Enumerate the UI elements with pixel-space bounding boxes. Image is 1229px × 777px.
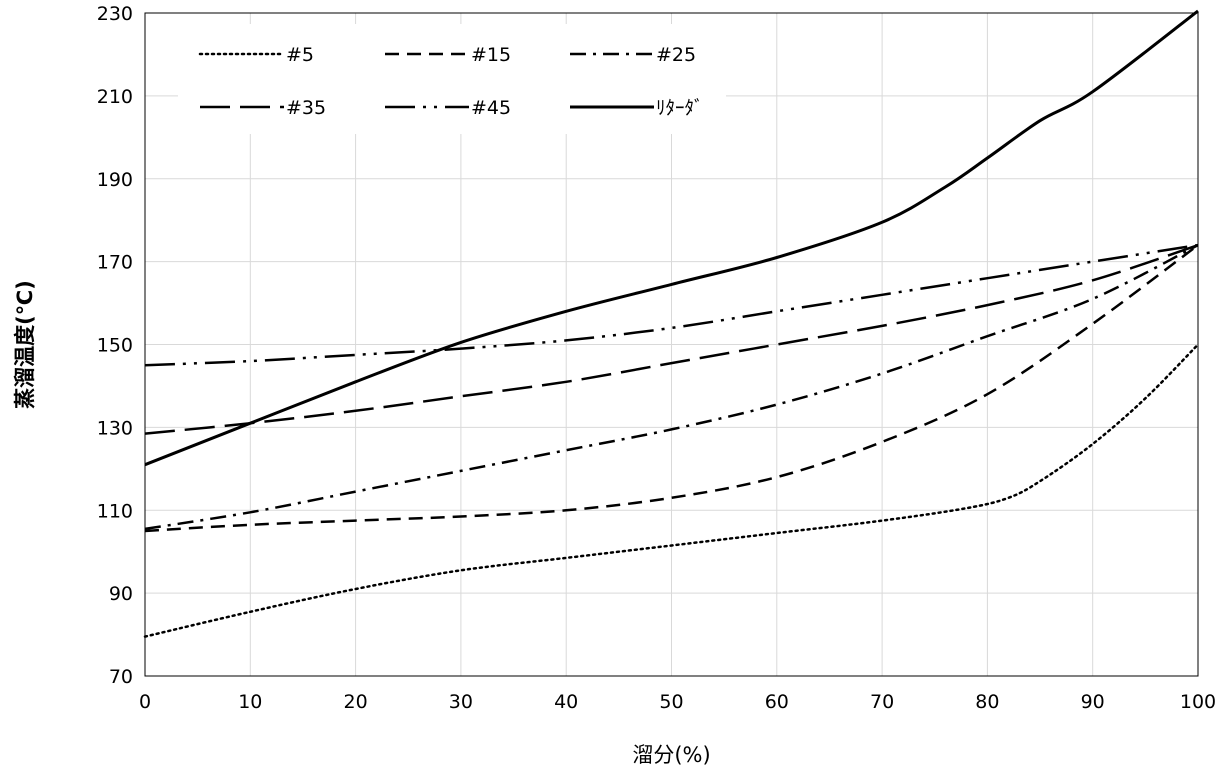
x-tick-label: 100 xyxy=(1180,691,1216,713)
series-layer xyxy=(143,9,1200,638)
x-tick-label: 10 xyxy=(238,691,262,713)
y-tick-label: 190 xyxy=(97,169,133,191)
x-tick-label: 0 xyxy=(139,691,151,713)
y-tick-label: 70 xyxy=(109,666,133,688)
legend-label-5: ﾘﾀｰﾀﾞ xyxy=(656,97,704,119)
x-tick-label: 40 xyxy=(554,691,578,713)
series-line-4 xyxy=(144,243,1199,367)
legend: #5 #15 #25 #35 #45 ﾘﾀｰﾀﾞ xyxy=(178,24,726,134)
legend-label-0: #5 xyxy=(286,44,314,66)
y-tick-label: 230 xyxy=(97,3,133,25)
x-tick-label: 20 xyxy=(344,691,368,713)
y-tick-label: 150 xyxy=(97,335,133,357)
x-tick-label: 80 xyxy=(975,691,999,713)
legend-label-2: #25 xyxy=(656,44,696,66)
tick-labels: 0 10 20 30 40 50 60 70 80 90 100 70 90 110 130 150 170 19… xyxy=(97,3,1216,713)
y-tick-label: 130 xyxy=(97,417,133,439)
series-line-1 xyxy=(144,244,1199,533)
legend-label-3: #35 xyxy=(286,97,326,119)
y-tick-label: 210 xyxy=(97,86,133,108)
x-tick-label: 30 xyxy=(449,691,473,713)
legend-background xyxy=(178,24,726,134)
x-axis-title: 溜分(%) xyxy=(632,743,710,767)
series-line-2 xyxy=(144,243,1199,531)
x-tick-label: 60 xyxy=(765,691,789,713)
y-tick-label: 170 xyxy=(97,252,133,274)
series-line-5 xyxy=(144,9,1199,467)
legend-label-1: #15 xyxy=(471,44,511,66)
y-tick-label: 110 xyxy=(97,500,133,522)
plot-frame xyxy=(144,12,1199,677)
y-tick-label: 90 xyxy=(109,583,133,605)
series-line-0 xyxy=(143,343,1200,638)
x-tick-label: 70 xyxy=(870,691,894,713)
legend-label-4: #45 xyxy=(471,97,511,119)
y-axis-title: 蒸溜温度(℃) xyxy=(13,280,37,409)
x-tick-label: 50 xyxy=(659,691,683,713)
x-tick-label: 90 xyxy=(1081,691,1105,713)
series-line-3 xyxy=(144,243,1199,435)
